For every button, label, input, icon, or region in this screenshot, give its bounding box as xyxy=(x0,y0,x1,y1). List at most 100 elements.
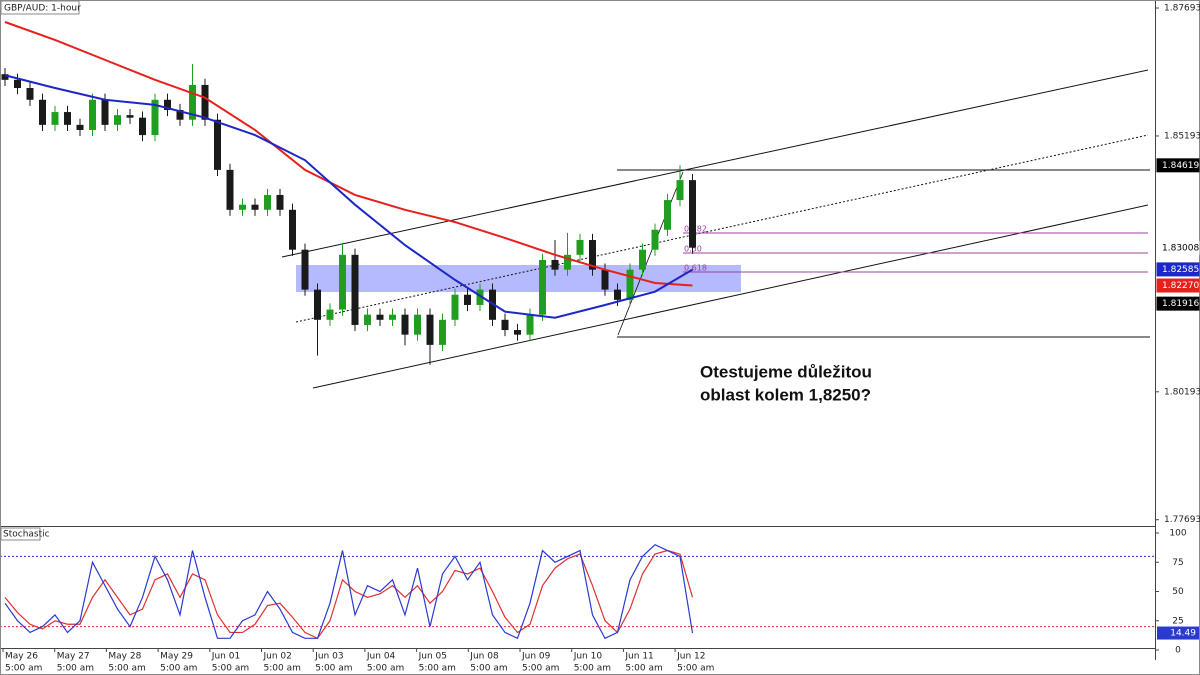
x-time-label: 5:00 am xyxy=(419,664,456,674)
moving-average xyxy=(4,74,694,319)
moving-average xyxy=(4,21,693,287)
x-tick-label: Jun 12 xyxy=(676,652,705,662)
x-tick-label: Jun 01 xyxy=(211,652,240,662)
candle-body xyxy=(301,249,309,290)
candle-body xyxy=(689,180,696,248)
price-label: 1.83008 xyxy=(1162,243,1199,253)
stoch-tick-label: 0 xyxy=(1175,646,1181,656)
x-tick-label: May 29 xyxy=(160,652,193,662)
candle-body xyxy=(89,99,96,130)
x-time-label: 5:00 am xyxy=(367,664,404,674)
y-tick-label: 1.80193 xyxy=(1164,387,1200,397)
stoch-line xyxy=(4,543,694,640)
price-label-box xyxy=(1156,278,1200,293)
candle-body xyxy=(314,289,321,320)
symbol-box xyxy=(0,0,80,15)
candle-body xyxy=(576,239,584,255)
y-tick-label: 1.77693 xyxy=(1164,515,1200,525)
candle-body xyxy=(589,239,596,270)
candle-body xyxy=(351,254,359,325)
x-tick-label: Jun 08 xyxy=(469,652,499,662)
candle-body xyxy=(614,289,621,300)
price-label: 1.82585 xyxy=(1162,265,1199,275)
candle-body xyxy=(139,117,146,136)
candle-body xyxy=(439,319,446,345)
symbol-label: GBP/AUD: 1-hour xyxy=(4,4,81,14)
annotation: oblast kolem 1,8250? xyxy=(700,385,871,404)
stoch-tick-label: 100 xyxy=(1169,529,1186,539)
x-tick-label: May 26 xyxy=(5,652,38,662)
x-time-label: 5:00 am xyxy=(625,664,662,674)
candle-body xyxy=(176,110,184,120)
candle-body xyxy=(476,289,484,305)
x-time-label: 5:00 am xyxy=(470,664,507,674)
x-time-label: 5:00 am xyxy=(677,664,714,674)
channel-mid xyxy=(295,134,1149,323)
y-tick-label: 1.87693 xyxy=(1164,4,1200,14)
x-time-label: 5:00 am xyxy=(57,664,94,674)
fib-diagonal xyxy=(617,171,684,336)
candle-body xyxy=(326,309,334,320)
candle-body xyxy=(539,259,546,315)
indicator-box xyxy=(0,527,41,541)
x-tick-label: Jun 03 xyxy=(314,652,343,662)
x-tick-label: Jun 05 xyxy=(418,652,447,662)
x-tick-label: May 28 xyxy=(108,652,141,662)
x-tick-label: Jun 02 xyxy=(263,652,292,662)
stoch-tick-label: 50 xyxy=(1172,587,1184,597)
x-time-label: 5:00 am xyxy=(315,664,352,674)
candle-body xyxy=(401,314,409,335)
candle-body xyxy=(651,229,659,250)
candle-body xyxy=(676,180,684,201)
candle-body xyxy=(226,169,234,210)
price-label: 1.81916 xyxy=(1162,299,1199,309)
candle-body xyxy=(276,194,284,210)
candle-body xyxy=(464,294,471,305)
price-label-box xyxy=(1156,240,1200,255)
candle-body xyxy=(1,74,9,80)
candle-body xyxy=(76,124,84,130)
candle-body xyxy=(114,115,121,125)
price-label-box xyxy=(1156,296,1200,311)
y-tick-label: 1.85193 xyxy=(1164,131,1200,141)
candle-body xyxy=(376,314,384,320)
candle-body xyxy=(501,319,509,331)
candle-body xyxy=(551,259,559,270)
x-time-label: 5:00 am xyxy=(212,664,249,674)
candle-body xyxy=(426,314,434,345)
candle-body xyxy=(64,112,71,125)
candle-body xyxy=(239,204,246,210)
candle-body xyxy=(126,115,134,118)
candle-body xyxy=(664,200,671,230)
candle-body xyxy=(164,99,171,111)
candle-body xyxy=(264,194,271,210)
stoch-tick-label: 75 xyxy=(1172,558,1183,568)
x-tick-label: Jun 04 xyxy=(366,652,396,662)
x-time-label: 5:00 am xyxy=(160,664,197,674)
candle-body xyxy=(151,99,159,136)
x-time-label: 5:00 am xyxy=(264,664,301,674)
x-time-label: 5:00 am xyxy=(108,664,145,674)
price-label-box xyxy=(1156,262,1200,277)
stochastic-pane xyxy=(0,543,1155,640)
candle-body xyxy=(364,314,371,325)
candle-body xyxy=(639,249,646,270)
price-label: 1.84619 xyxy=(1162,161,1199,171)
price-label-box xyxy=(1156,158,1200,173)
x-tick-label: Jun 10 xyxy=(573,652,603,662)
candle-body xyxy=(601,269,609,290)
candle-body xyxy=(526,314,534,335)
candle-body xyxy=(14,79,21,89)
x-time-label: 5:00 am xyxy=(5,664,42,674)
stoch-value-box xyxy=(1157,626,1199,640)
candle-body xyxy=(39,99,46,125)
candle-body xyxy=(201,84,209,120)
candle-body xyxy=(26,88,34,100)
indicator-label: Stochastic xyxy=(3,530,50,540)
candle-body xyxy=(514,330,521,335)
x-tick-label: Jun 09 xyxy=(521,652,551,662)
channel-lower xyxy=(312,204,1149,389)
candle-body xyxy=(51,112,59,125)
candle-body xyxy=(626,269,634,300)
